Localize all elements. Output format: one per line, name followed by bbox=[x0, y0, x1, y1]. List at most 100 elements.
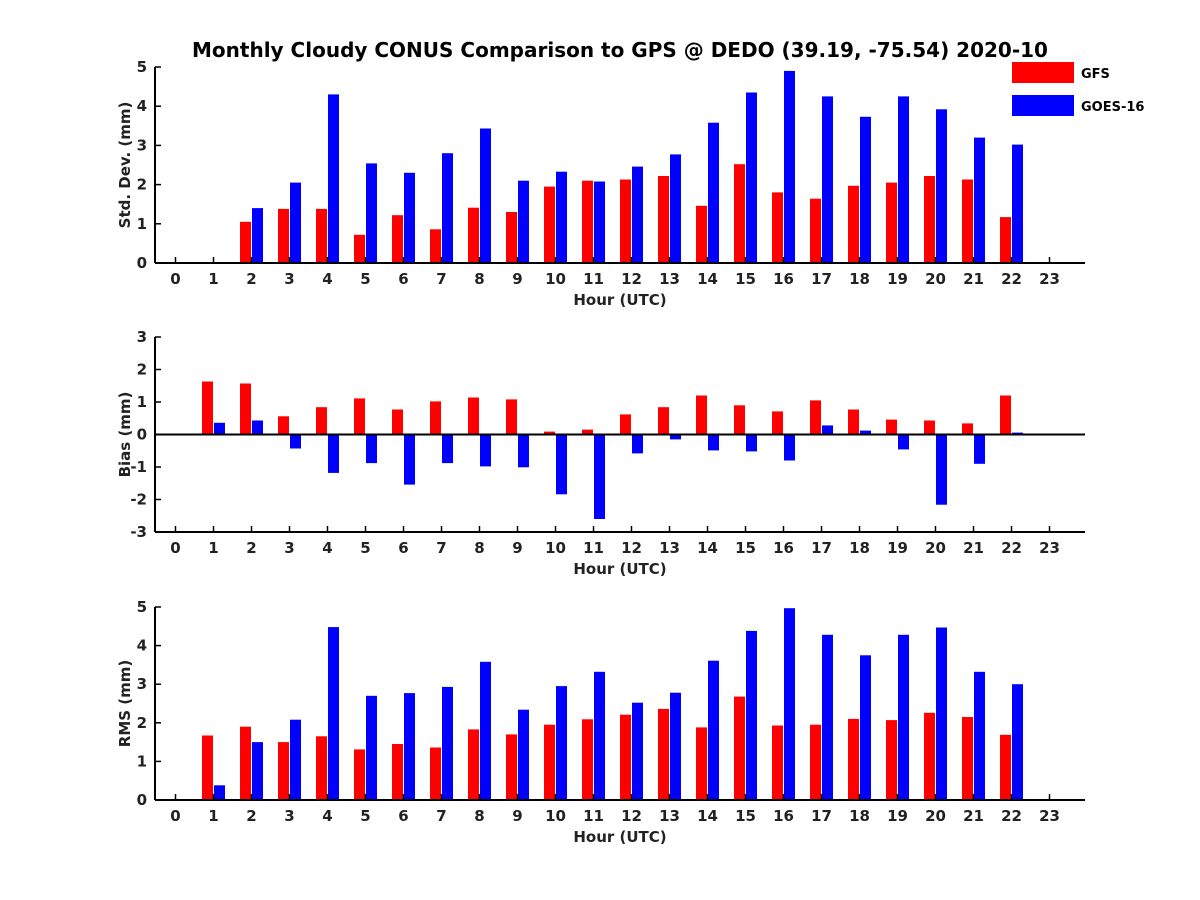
bar-goes16-hour-13 bbox=[670, 154, 681, 263]
bar-goes16-hour-4 bbox=[328, 94, 339, 264]
x-tick-label: 13 bbox=[659, 270, 680, 288]
bar-goes16-hour-13 bbox=[670, 434, 681, 440]
bar-gfs-hour-4 bbox=[316, 208, 327, 263]
bar-gfs-hour-11 bbox=[582, 429, 593, 435]
x-tick-label: 11 bbox=[583, 270, 604, 288]
bar-goes16-hour-9 bbox=[518, 434, 529, 468]
x-tick-label: 2 bbox=[246, 807, 256, 825]
bar-gfs-hour-19 bbox=[886, 419, 897, 435]
bar-gfs-hour-17 bbox=[810, 724, 821, 800]
bar-goes16-hour-4 bbox=[328, 627, 339, 800]
x-tick-label: 18 bbox=[849, 270, 870, 288]
x-tick-label: 5 bbox=[360, 270, 370, 288]
bar-goes16-hour-7 bbox=[442, 434, 453, 464]
bar-gfs-hour-11 bbox=[582, 719, 593, 800]
bar-gfs-hour-8 bbox=[468, 207, 479, 263]
y-tick-label: 3 bbox=[137, 328, 147, 346]
bar-goes16-hour-6 bbox=[404, 693, 415, 800]
bar-gfs-hour-22 bbox=[1000, 217, 1011, 263]
bar-goes16-hour-20 bbox=[936, 109, 947, 263]
bar-goes16-hour-14 bbox=[708, 122, 719, 263]
bar-goes16-hour-16 bbox=[784, 434, 795, 461]
bar-goes16-hour-18 bbox=[860, 430, 871, 435]
x-tick-label: 23 bbox=[1039, 270, 1060, 288]
bar-goes16-hour-18 bbox=[860, 116, 871, 263]
bar-gfs-hour-1 bbox=[202, 381, 213, 435]
y-tick-label: 3 bbox=[137, 675, 147, 693]
bar-goes16-hour-16 bbox=[784, 608, 795, 800]
x-tick-label: 3 bbox=[284, 270, 294, 288]
bar-goes16-hour-6 bbox=[404, 434, 415, 485]
x-tick-label: 11 bbox=[583, 807, 604, 825]
bar-goes16-hour-11 bbox=[594, 181, 605, 263]
bar-goes16-hour-22 bbox=[1012, 144, 1023, 263]
x-tick-label: 4 bbox=[322, 539, 332, 557]
bar-gfs-hour-9 bbox=[506, 399, 517, 435]
bar-gfs-hour-3 bbox=[278, 416, 289, 435]
y-tick-label: 5 bbox=[137, 58, 147, 76]
bar-gfs-hour-14 bbox=[696, 727, 707, 800]
bar-goes16-hour-8 bbox=[480, 434, 491, 467]
y-tick-label: 0 bbox=[137, 426, 147, 444]
bar-gfs-hour-2 bbox=[240, 221, 251, 263]
x-tick-label: 3 bbox=[284, 807, 294, 825]
x-tick-label: 9 bbox=[512, 270, 522, 288]
bar-gfs-hour-9 bbox=[506, 734, 517, 800]
bar-gfs-hour-18 bbox=[848, 185, 859, 263]
bar-gfs-hour-3 bbox=[278, 742, 289, 800]
bar-gfs-hour-1 bbox=[202, 735, 213, 800]
bar-goes16-hour-10 bbox=[556, 434, 567, 495]
bar-goes16-hour-5 bbox=[366, 434, 377, 464]
legend-swatch-goes16 bbox=[1012, 95, 1074, 116]
x-tick-label: 22 bbox=[1001, 807, 1022, 825]
bar-gfs-hour-14 bbox=[696, 205, 707, 263]
bar-goes16-hour-7 bbox=[442, 153, 453, 263]
bar-gfs-hour-21 bbox=[962, 423, 973, 435]
bar-gfs-hour-15 bbox=[734, 696, 745, 800]
bar-gfs-hour-20 bbox=[924, 176, 935, 263]
bar-gfs-hour-16 bbox=[772, 192, 783, 263]
bar-gfs-hour-20 bbox=[924, 420, 935, 435]
x-tick-label: 19 bbox=[887, 539, 908, 557]
x-tick-label: 15 bbox=[735, 807, 756, 825]
bar-goes16-hour-19 bbox=[898, 634, 909, 800]
x-tick-label: 13 bbox=[659, 807, 680, 825]
x-tick-label: 4 bbox=[322, 807, 332, 825]
bar-gfs-hour-11 bbox=[582, 180, 593, 263]
x-tick-label: 13 bbox=[659, 539, 680, 557]
x-tick-label: 15 bbox=[735, 270, 756, 288]
x-tick-label: 9 bbox=[512, 807, 522, 825]
x-tick-label: 1 bbox=[208, 807, 218, 825]
bar-gfs-hour-17 bbox=[810, 198, 821, 263]
y-tick-label: 2 bbox=[137, 176, 147, 194]
x-tick-label: 8 bbox=[474, 539, 484, 557]
bar-goes16-hour-12 bbox=[632, 434, 643, 454]
x-tick-label: 10 bbox=[545, 807, 566, 825]
bar-gfs-hour-16 bbox=[772, 725, 783, 800]
bar-goes16-hour-14 bbox=[708, 660, 719, 800]
x-tick-label: 16 bbox=[773, 270, 794, 288]
legend-label-gfs: GFS bbox=[1081, 67, 1110, 82]
x-tick-label: 8 bbox=[474, 270, 484, 288]
bar-gfs-hour-7 bbox=[430, 229, 441, 263]
legend: GFS GOES-16 bbox=[1012, 62, 1144, 116]
bar-gfs-hour-6 bbox=[392, 744, 403, 800]
x-tick-label: 18 bbox=[849, 807, 870, 825]
y-tick-label: 1 bbox=[137, 393, 147, 411]
x-tick-label: 0 bbox=[170, 270, 180, 288]
bar-gfs-hour-19 bbox=[886, 182, 897, 263]
bar-gfs-hour-22 bbox=[1000, 395, 1011, 435]
bar-goes16-hour-11 bbox=[594, 671, 605, 800]
bar-goes16-hour-16 bbox=[784, 70, 795, 264]
bar-gfs-hour-17 bbox=[810, 400, 821, 435]
x-tick-label: 0 bbox=[170, 807, 180, 825]
bar-gfs-hour-22 bbox=[1000, 734, 1011, 800]
bar-goes16-hour-2 bbox=[252, 742, 263, 800]
x-tick-label: 2 bbox=[246, 270, 256, 288]
x-tick-label: 14 bbox=[697, 270, 718, 288]
x-tick-label: 3 bbox=[284, 539, 294, 557]
x-tick-label: 22 bbox=[1001, 270, 1022, 288]
x-tick-label: 21 bbox=[963, 539, 984, 557]
